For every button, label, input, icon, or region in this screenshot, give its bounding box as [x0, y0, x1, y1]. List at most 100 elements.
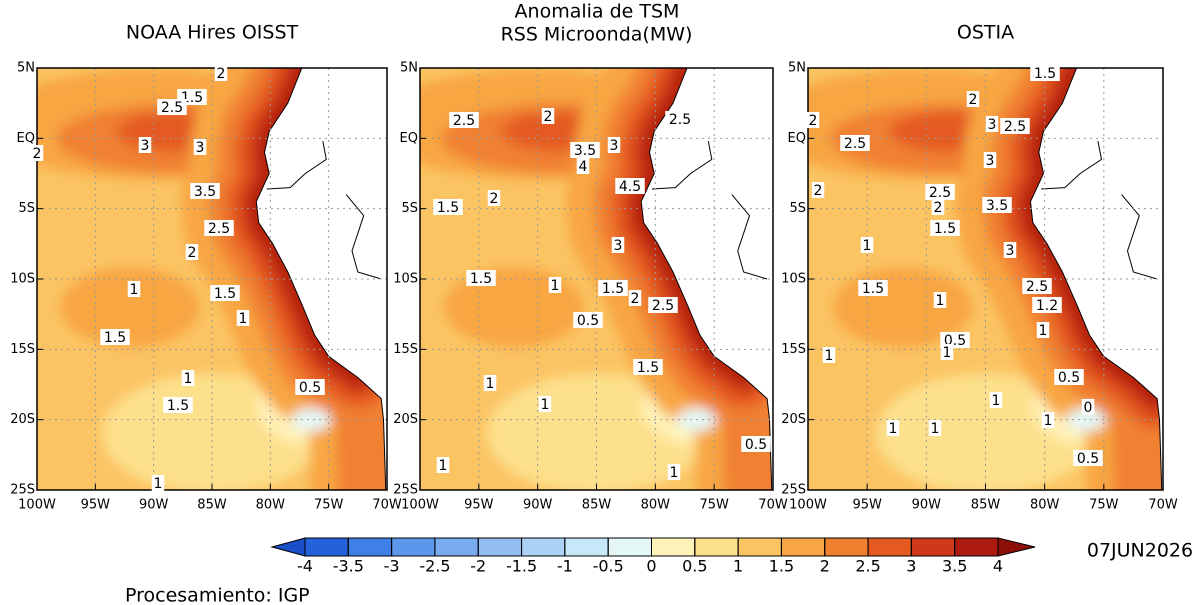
contour-label-box [940, 344, 954, 360]
colorbar-tick-label: 2.5 [855, 557, 880, 576]
contour-label-box [931, 199, 945, 215]
sst-field [808, 68, 1163, 490]
colorbar-tick-label: 3 [906, 557, 916, 576]
land [255, 68, 387, 490]
lon-label: 95W [81, 498, 111, 513]
contour-label-box [615, 178, 645, 194]
contour-label-box [822, 347, 836, 363]
contour-label-box [138, 137, 152, 153]
colorbar-extend [270, 537, 306, 557]
contour-label-box [541, 108, 555, 124]
contour-label-box [667, 464, 681, 480]
panel-title: NOAA Hires OISST [126, 22, 299, 44]
contour-label-box [433, 199, 463, 215]
contour-label: 1 [154, 476, 163, 492]
contour-label: 1 [992, 393, 1001, 409]
contour-label: 2 [490, 191, 499, 207]
lat-label: 10S [393, 272, 418, 287]
lon-label: 90W [523, 498, 553, 513]
contour-label: 1.5 [637, 360, 659, 376]
lat-label: 5N [400, 61, 418, 76]
contour-label: 0 [1084, 400, 1093, 416]
contour-label: 1 [551, 278, 560, 294]
colorbar-bin [521, 537, 566, 557]
contour-label-box [204, 220, 234, 236]
contour-label-box [190, 183, 220, 199]
contour-label-box [982, 197, 1012, 213]
colorbar-bin [434, 537, 479, 557]
contour-label: 1.5 [1034, 66, 1056, 82]
colorbar-tick-label: 1.5 [769, 557, 794, 576]
lat-label: 15S [10, 342, 35, 357]
credit: Procesamiento: IGP [125, 585, 310, 605]
contour-label-box [628, 290, 642, 306]
contour-label-box [806, 112, 820, 128]
contour-label-box [163, 397, 193, 413]
colorbar-tick-label: 4 [993, 557, 1003, 576]
contour-label-box [966, 91, 980, 107]
field-blob [1066, 407, 1107, 432]
colorbar-tick-label: 0.5 [682, 557, 707, 576]
contour-label: 0.5 [1058, 370, 1080, 386]
lat-label: 5S [401, 201, 418, 216]
contour-label-box [466, 270, 496, 286]
contour-label-box [214, 65, 228, 81]
colorbar-tick-label: 0 [646, 557, 656, 576]
contour-label-box [886, 420, 900, 436]
contour-label: 1 [943, 345, 952, 361]
contour-label: 1.5 [470, 271, 492, 287]
lon-label: 90W [912, 498, 942, 513]
contour-label-box [930, 220, 960, 236]
contour-label: 1 [863, 238, 872, 254]
contour-label: 3 [610, 138, 619, 154]
contour-label-box [576, 158, 590, 174]
contour-label-box [483, 375, 497, 391]
contour-label: 3 [986, 153, 995, 169]
country-border [266, 141, 327, 190]
contour-label-box [538, 396, 552, 412]
contour-label: 2 [631, 291, 640, 307]
lon-label: 70W [372, 498, 402, 513]
contour-label-box [100, 329, 130, 345]
contour-label: 3 [141, 138, 150, 154]
lon-label: 100W [18, 498, 56, 513]
sst-field [420, 68, 773, 490]
contour-label-box [741, 436, 771, 452]
colorbar-tick-label: 3.5 [942, 557, 967, 576]
contour-label: 2.5 [161, 100, 183, 116]
contour-label: 1 [239, 311, 248, 327]
contour-label: 1 [184, 371, 193, 387]
contour-label: 2 [969, 92, 978, 108]
colorbar-bin [651, 537, 696, 557]
contour-label: 3 [988, 117, 997, 133]
contour-label: 1.5 [214, 286, 236, 302]
contour-label-box [665, 111, 695, 127]
contour-label: 3.5 [986, 198, 1008, 214]
contour-label-box [860, 237, 874, 253]
country-border [1041, 141, 1103, 190]
contour-label: 2.5 [669, 112, 691, 128]
lat-label: 5S [789, 201, 806, 216]
contour-label: 2 [814, 183, 823, 199]
colorbar-tick-label: -4 [297, 557, 313, 576]
contour-label: 1 [130, 282, 139, 298]
lon-label: 70W [1148, 498, 1178, 513]
field-blob [60, 267, 201, 348]
colorbar-bin [304, 537, 349, 557]
colorbar-bin [347, 537, 393, 557]
contour-label-box [633, 359, 663, 375]
contour-label-box [1036, 322, 1050, 338]
contour-label: 3 [614, 238, 623, 254]
colorbar-bin [607, 537, 652, 557]
lon-label: 75W [1089, 498, 1119, 513]
contour-label-box [157, 99, 187, 115]
country-border [651, 141, 713, 190]
colorbar-extend [997, 537, 1036, 557]
lon-label: 80W [641, 498, 671, 513]
lat-label: 15S [393, 342, 418, 357]
contour-label-box [840, 135, 870, 151]
colorbar-tick-label: -2.5 [419, 557, 450, 576]
contour-label-box [607, 137, 621, 153]
country-border [345, 194, 382, 280]
